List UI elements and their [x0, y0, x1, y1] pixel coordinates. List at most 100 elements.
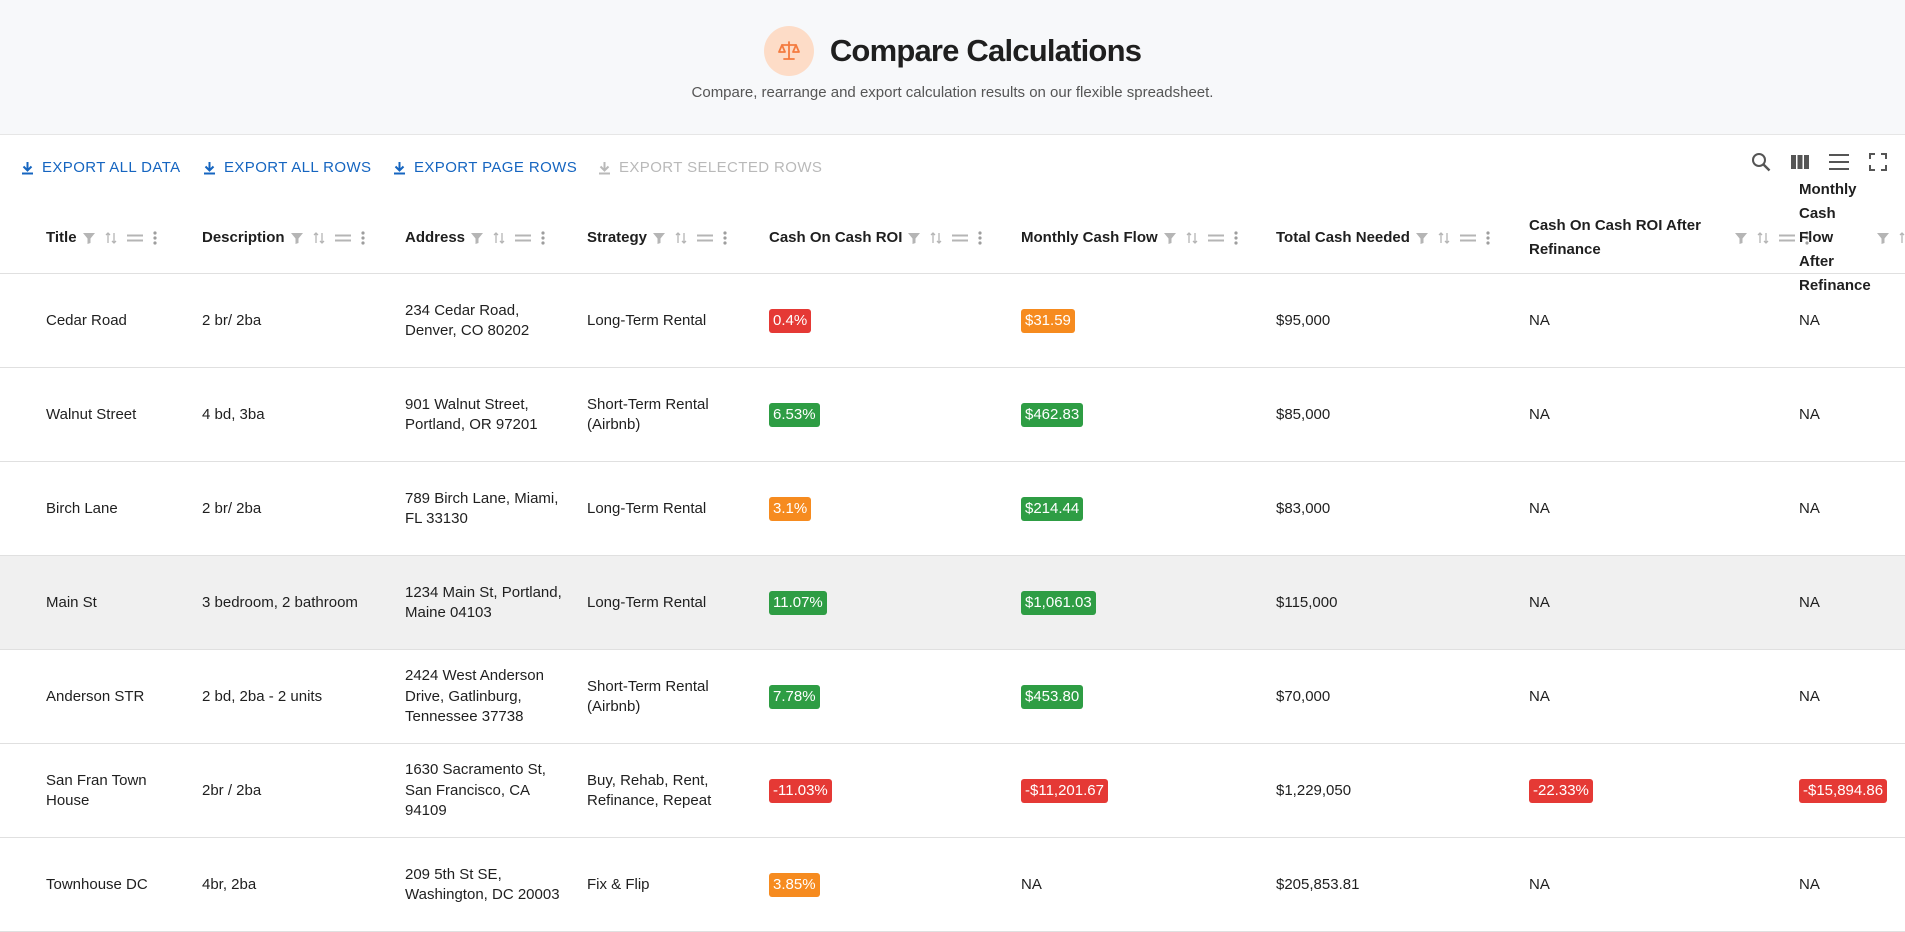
cell-text: $85,000	[1276, 405, 1331, 423]
table-row[interactable]: San Fran Town House 2br / 2ba 1630 Sacrame…	[0, 744, 1905, 838]
value-badge: -22.33%	[1529, 779, 1593, 803]
cell-text: San Fran Town House	[46, 771, 147, 810]
cell-text: NA	[1799, 687, 1820, 705]
table-row[interactable]: Cedar Road 2 br/ 2ba 234 Cedar Road, Denve…	[0, 274, 1905, 368]
cell-total-cash-needed: $95,000	[1276, 274, 1456, 368]
sort-icon[interactable]	[1899, 231, 1905, 244]
cell-description: 4br, 2ba	[202, 838, 372, 932]
sort-icon[interactable]	[1438, 231, 1450, 244]
column-menu-icon[interactable]	[541, 230, 545, 245]
drag-handle-icon[interactable]	[515, 233, 532, 243]
export-all-rows-label: EXPORT ALL ROWS	[224, 159, 372, 176]
search-icon[interactable]	[1749, 150, 1773, 174]
column-menu-icon[interactable]	[978, 230, 982, 245]
cell-text: 4br, 2ba	[202, 875, 257, 893]
cell-text: Long-Term Rental	[587, 593, 707, 611]
column-header-label: Address	[405, 228, 466, 246]
drag-handle-icon[interactable]	[1207, 233, 1224, 243]
cell-address: 1234 Main St, Portland, Maine 04103	[405, 556, 575, 650]
cell-text: $115,000	[1276, 593, 1338, 611]
column-header-label: Cash On Cash ROI	[769, 228, 903, 246]
columns-icon[interactable]	[1788, 150, 1812, 174]
column-header-total-cash-needed[interactable]: Total Cash Needed	[1276, 201, 1500, 274]
cell-text: $95,000	[1276, 311, 1331, 329]
table-row[interactable]: Main St 3 bedroom, 2 bathroom 1234 Main St…	[0, 556, 1905, 650]
sort-icon[interactable]	[105, 231, 117, 244]
drag-handle-icon[interactable]	[1779, 233, 1795, 243]
density-icon[interactable]	[1827, 150, 1851, 174]
fullscreen-icon[interactable]	[1866, 150, 1890, 174]
column-header-cash-on-cash-roi-after-refinance[interactable]: Cash On Cash ROI After Refinance	[1529, 201, 1819, 274]
cell-total-cash-needed: $70,000	[1276, 650, 1456, 744]
filter-icon[interactable]	[1876, 232, 1889, 244]
cell-text: Fix & Flip	[587, 875, 650, 893]
cell-address: 901 Walnut Street, Portland, OR 97201	[405, 368, 575, 462]
column-menu-icon[interactable]	[723, 230, 727, 245]
column-header-title[interactable]: Title	[46, 201, 167, 274]
column-header-strategy[interactable]: Strategy	[587, 201, 737, 274]
export-toolbar: EXPORT ALL DATA EXPORT ALL ROWS EXPORT P…	[0, 135, 1905, 201]
export-all-rows-button[interactable]: EXPORT ALL ROWS	[203, 159, 371, 176]
drag-handle-icon[interactable]	[334, 233, 351, 243]
sort-icon[interactable]	[1757, 231, 1769, 244]
cell-strategy: Long-Term Rental	[587, 274, 737, 368]
drag-handle-icon[interactable]	[697, 233, 714, 243]
export-page-rows-button[interactable]: EXPORT PAGE ROWS	[393, 159, 577, 176]
cell-monthly-cash-flow-after-refinance: NA	[1799, 368, 1905, 462]
cell-text: $205,853.81	[1276, 875, 1360, 893]
filter-icon[interactable]	[1735, 232, 1747, 244]
column-menu-icon[interactable]	[1486, 230, 1490, 245]
column-menu-icon[interactable]	[152, 230, 157, 245]
drag-handle-icon[interactable]	[1459, 233, 1476, 243]
export-all-data-label: EXPORT ALL DATA	[42, 159, 181, 176]
cell-total-cash-needed: $115,000	[1276, 556, 1456, 650]
table-row[interactable]: Birch Lane 2 br/ 2ba 789 Birch Lane, Miami…	[0, 462, 1905, 556]
column-header-label: Strategy	[587, 228, 648, 246]
cell-text: NA	[1021, 875, 1042, 893]
cell-text: Main St	[46, 593, 97, 611]
cell-title: Townhouse DC	[46, 838, 186, 932]
column-header-address[interactable]: Address	[405, 201, 555, 274]
drag-handle-icon[interactable]	[126, 233, 143, 243]
value-badge: -$11,201.67	[1021, 779, 1108, 803]
cell-text: 1234 Main St, Portland, Maine 04103	[405, 583, 562, 622]
cell-text: Short-Term Rental (Airbnb)	[587, 395, 709, 434]
table-row[interactable]: Townhouse DC 4br, 2ba 209 5th St SE, Washi…	[0, 838, 1905, 932]
cell-text: Long-Term Rental	[587, 311, 707, 329]
cell-text: 2 bd, 2ba - 2 units	[202, 687, 323, 705]
sort-icon[interactable]	[930, 231, 942, 244]
cell-strategy: Long-Term Rental	[587, 556, 737, 650]
column-header-monthly-cash-flow[interactable]: Monthly Cash Flow	[1021, 201, 1248, 274]
sort-icon[interactable]	[1186, 231, 1198, 244]
sort-icon[interactable]	[675, 231, 687, 244]
column-header-description[interactable]: Description	[202, 201, 375, 274]
cell-text: $1,229,050	[1276, 781, 1352, 799]
cell-text: NA	[1529, 311, 1550, 329]
column-menu-icon[interactable]	[360, 230, 365, 245]
drag-handle-icon[interactable]	[952, 233, 969, 243]
export-selected-rows-button[interactable]: EXPORT SELECTED ROWS	[598, 159, 822, 176]
table-row[interactable]: Walnut Street 4 bd, 3ba 901 Walnut Street,…	[0, 368, 1905, 462]
column-header-monthly-cash-flow-after-refinance[interactable]: Monthly Cash Flow After Refinance	[1799, 181, 1905, 294]
table-row[interactable]: Anderson STR 2 bd, 2ba - 2 units 2424 West…	[0, 650, 1905, 744]
filter-icon[interactable]	[290, 232, 303, 244]
column-menu-icon[interactable]	[1234, 230, 1238, 245]
value-badge: -$15,894.86	[1799, 779, 1888, 803]
sort-icon[interactable]	[493, 231, 505, 244]
filter-icon[interactable]	[82, 232, 95, 244]
cell-address: 1630 Sacramento St, San Francisco, CA 94…	[405, 744, 575, 838]
cell-strategy: Fix & Flip	[587, 838, 737, 932]
column-header-cash-on-cash-roi[interactable]: Cash On Cash ROI	[769, 201, 992, 274]
filter-icon[interactable]	[471, 232, 484, 244]
sort-icon[interactable]	[313, 231, 325, 244]
cell-monthly-cash-flow: $214.44	[1021, 462, 1201, 556]
filter-icon[interactable]	[1163, 232, 1176, 244]
value-badge: $31.59	[1021, 309, 1075, 333]
cell-text: Cedar Road	[46, 311, 127, 329]
filter-icon[interactable]	[1415, 232, 1428, 244]
filter-icon[interactable]	[908, 232, 921, 244]
export-all-data-button[interactable]: EXPORT ALL DATA	[21, 159, 181, 176]
cell-text: 789 Birch Lane, Miami, FL 33130	[405, 489, 559, 528]
column-menu-icon[interactable]	[1805, 230, 1809, 245]
filter-icon[interactable]	[653, 232, 666, 244]
